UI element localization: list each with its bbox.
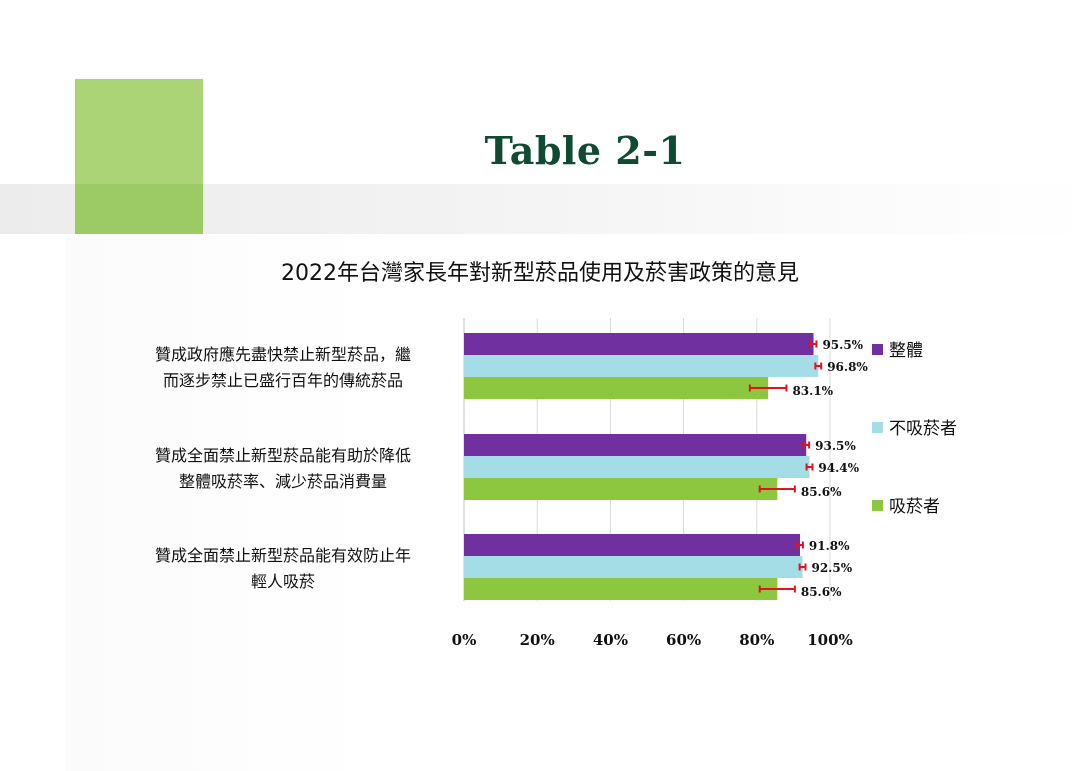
category-label: 贊成政府應先盡快禁止新型菸品，繼 (155, 345, 411, 364)
category-label: 而逐步禁止已盛行百年的傳統菸品 (163, 371, 403, 390)
bar (464, 333, 814, 355)
x-tick-label: 40% (593, 631, 628, 649)
bar (464, 578, 778, 600)
category-label: 輕人吸菸 (251, 572, 315, 591)
legend-swatch (872, 422, 883, 433)
legend-label: 吸菸者 (889, 497, 940, 517)
accent-block-overlap (75, 184, 203, 234)
x-tick-label: 0% (452, 631, 477, 649)
legend-label: 整體 (889, 341, 923, 361)
bar (464, 355, 819, 377)
data-label: 85.6% (801, 485, 842, 499)
legend-swatch (872, 344, 883, 355)
category-label: 贊成全面禁止新型菸品能有助於降低 (155, 446, 411, 465)
legend-swatch (872, 500, 883, 511)
x-tick-label: 80% (739, 631, 774, 649)
bar (464, 556, 803, 578)
data-label: 85.6% (801, 585, 842, 599)
bar (464, 478, 778, 500)
data-label: 91.8% (809, 539, 850, 553)
data-label: 96.8% (827, 360, 868, 374)
data-label: 94.4% (818, 461, 859, 475)
bar (464, 377, 769, 399)
chart-panel (66, 236, 1090, 771)
category-label: 贊成全面禁止新型菸品能有效防止年 (155, 546, 411, 565)
x-tick-label: 20% (520, 631, 555, 649)
x-tick-label: 100% (807, 631, 853, 649)
bar (464, 534, 800, 556)
bar (464, 434, 807, 456)
x-tick-label: 60% (666, 631, 701, 649)
data-label: 92.5% (811, 561, 852, 575)
bar (464, 456, 810, 478)
chart-title: 2022年台灣家長年對新型菸品使用及菸害政策的意見 (281, 261, 799, 286)
legend-label: 不吸菸者 (889, 419, 957, 439)
data-label: 83.1% (792, 384, 833, 398)
data-label: 93.5% (815, 439, 856, 453)
data-label: 95.5% (822, 338, 863, 352)
category-label: 整體吸菸率、減少菸品消費量 (179, 472, 387, 491)
page-title: Table 2-1 (484, 128, 686, 173)
